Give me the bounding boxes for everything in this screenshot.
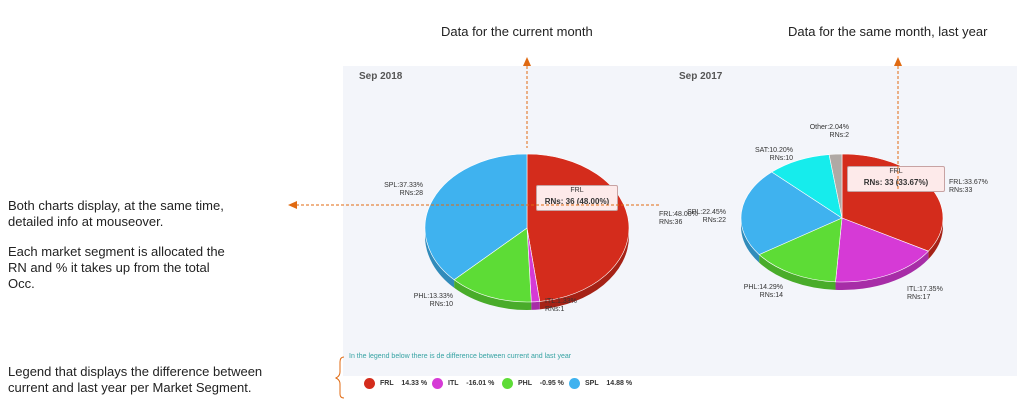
label-2017-phl-pct: PHL:14.29% <box>743 284 783 291</box>
legend-value-spl: 14.88 % <box>606 380 633 387</box>
label-2017-frl: FRL:33.67% RNs:33 <box>949 179 988 195</box>
legend-item-phl[interactable]: PHL -0.95 % <box>502 378 564 389</box>
legend-value-phl: -0.95 % <box>539 380 564 387</box>
pie-side-frl <box>928 218 943 260</box>
legend-name-frl: FRL <box>380 380 394 387</box>
label-2017-other: Other:2.04% RNs:2 <box>809 124 849 140</box>
label-2018-spl: SPL:37.33% RNs:28 <box>363 182 423 198</box>
label-2017-itl-rns: RNs:17 <box>907 294 931 301</box>
label-2017-spl-rns: RNs:22 <box>702 217 726 224</box>
pie-side-spl <box>425 228 455 288</box>
label-2018-phl-rns: RNs:10 <box>429 301 453 308</box>
pie-slice-spl[interactable] <box>424 153 528 281</box>
label-2017-other-pct: Other:2.04% <box>809 124 849 131</box>
label-2017-sat-rns: RNs:10 <box>769 155 793 162</box>
tooltip-2018-text: RNs: 36 (48.00%) <box>544 197 610 206</box>
label-2017-other-rns: RNs:2 <box>829 132 849 139</box>
pie-side-spl <box>741 218 760 263</box>
label-2018-phl-pct: PHL:13.33% <box>413 293 453 300</box>
label-2018-phl: PHL:13.33% RNs:10 <box>393 293 453 309</box>
pie-side-itl <box>835 251 929 290</box>
label-2018-spl-pct: SPL:37.33% <box>384 182 423 189</box>
label-2017-sat: SAT:10.20% RNs:10 <box>743 147 793 163</box>
pie-slice-phl[interactable] <box>453 227 532 303</box>
tooltip-2018: FRL RNs: 36 (48.00%) <box>536 185 618 211</box>
annotation-current-month: Data for the current month <box>441 24 593 39</box>
annotation-legend-line2: current and last year per Market Segment… <box>8 380 252 395</box>
annotation-mouseover-line1: Both charts display, at the same time, <box>8 198 224 213</box>
label-2017-sat-pct: SAT:10.20% <box>754 147 793 154</box>
annotation-mouseover-line2: detailed info at mouseover. <box>8 214 164 229</box>
label-2017-spl-pct: SPL:22.45% <box>687 209 726 216</box>
legend-value-itl: -16.01 % <box>466 380 495 387</box>
legend-item-itl[interactable]: ITL -16.01 % <box>432 378 494 389</box>
label-2017-phl-rns: RNs:14 <box>759 292 783 299</box>
annotation-segment: Each market segment is allocated the RN … <box>8 244 298 292</box>
label-2017-spl: SPL:22.45% RNs:22 <box>666 209 726 225</box>
label-2018-frl-rns: RNs:36 <box>659 219 683 226</box>
tooltip-2017: FRL RNs: 33 (33.67%) <box>847 166 945 192</box>
legend-name-phl: PHL <box>518 380 532 387</box>
label-2018-itl-rns: RNs:1 <box>545 306 565 313</box>
pie-side-itl <box>531 301 540 310</box>
legend-name-spl: SPL <box>585 380 599 387</box>
legend-value-frl: 14.33 % <box>401 380 428 387</box>
label-2018-frl-pct: FRL:48.00% <box>659 211 698 218</box>
chart-title-last-year: Sep 2017 <box>679 71 723 82</box>
pie-slice-frl[interactable] <box>526 153 630 302</box>
annotation-segment-line2: RN and % it takes up from the total <box>8 260 210 275</box>
pie-side-phl <box>759 254 836 290</box>
label-2018-itl: ITL:1.33% RNs:1 <box>545 298 577 314</box>
legend-dot-itl <box>432 378 443 389</box>
label-2018-frl: FRL:48.00% RNs:36 <box>659 211 698 227</box>
pie-current[interactable] <box>424 153 630 310</box>
tooltip-2017-name: FRL <box>889 168 903 175</box>
legend-item-spl[interactable]: SPL 14.88 % <box>569 378 632 389</box>
pie-side-frl <box>539 228 629 310</box>
chart-panel: Sep 2018 Sep 2017 SPL:37.33% RNs:28 FRL:… <box>343 66 1017 376</box>
label-2017-itl: ITL:17.35% RNs:17 <box>907 286 943 302</box>
label-2017-itl-pct: ITL:17.35% <box>907 286 943 293</box>
chart-title-current: Sep 2018 <box>359 71 403 82</box>
label-2018-spl-rns: RNs:28 <box>399 190 423 197</box>
label-2017-phl: PHL:14.29% RNs:14 <box>723 284 783 300</box>
pie-slice-itl[interactable] <box>835 217 929 283</box>
arrowhead-current-month <box>523 57 531 66</box>
legend-name-itl: ITL <box>448 380 459 387</box>
annotation-mouseover: Both charts display, at the same time, d… <box>8 198 298 230</box>
annotation-last-year: Data for the same month, last year <box>788 24 988 39</box>
label-2018-itl-pct: ITL:1.33% <box>545 298 577 305</box>
label-2017-frl-rns: RNs:33 <box>949 187 973 194</box>
legend-dot-frl <box>364 378 375 389</box>
arrowhead-last-year <box>894 57 902 66</box>
pie-slice-phl[interactable] <box>758 217 843 283</box>
legend-dot-phl <box>502 378 513 389</box>
pie-slice-other[interactable] <box>828 153 843 219</box>
annotation-segment-line1: Each market segment is allocated the <box>8 244 225 259</box>
legend-note: In the legend below there is de differen… <box>349 353 572 360</box>
pie-slice-spl[interactable] <box>740 171 843 255</box>
tooltip-2018-name: FRL <box>570 187 584 194</box>
legend-dot-spl <box>569 378 580 389</box>
annotation-legend-line1: Legend that displays the difference betw… <box>8 364 263 379</box>
annotation-segment-line3: Occ. <box>8 276 35 291</box>
legend-item-frl[interactable]: FRL 14.33 % <box>364 378 427 389</box>
pie-side-phl <box>454 279 532 310</box>
tooltip-2017-text: RNs: 33 (33.67%) <box>863 178 929 187</box>
label-2017-frl-pct: FRL:33.67% <box>949 179 988 186</box>
annotation-legend: Legend that displays the difference betw… <box>8 364 328 396</box>
